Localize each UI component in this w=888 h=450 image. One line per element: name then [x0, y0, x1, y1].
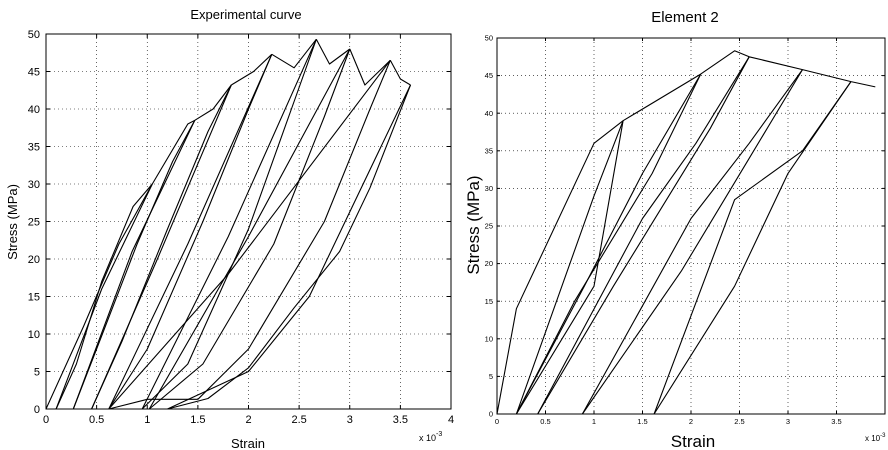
y-tick-label: 5 — [489, 372, 493, 381]
stress-strain-segment-18 — [148, 48, 351, 410]
y-tick-label: 25 — [28, 216, 40, 228]
x-axis-label: Strain — [231, 436, 265, 450]
x-axis-label: Strain — [671, 432, 715, 450]
y-tick-label: 20 — [485, 259, 493, 268]
y-tick-label: 50 — [485, 34, 493, 43]
y-tick-label: 30 — [28, 179, 40, 191]
y-tick-label: 25 — [485, 222, 493, 231]
y-tick-label: 35 — [485, 146, 493, 155]
stress-strain-segment-5 — [515, 73, 702, 415]
y-tick-label: 15 — [485, 297, 493, 306]
stress-strain-segment-11 — [653, 81, 852, 415]
x-tick-label: 1 — [144, 414, 150, 426]
stress-strain-segment-6 — [72, 120, 196, 410]
stress-strain-segment-10 — [231, 53, 273, 86]
x-tick-label: 3 — [786, 417, 790, 426]
y-axis-label: Stress (MPa) — [5, 184, 20, 260]
y-tick-label: 50 — [28, 29, 40, 41]
stress-strain-segment-1 — [45, 183, 153, 410]
stress-strain-segment-11 — [108, 54, 273, 410]
y-tick-label: 0 — [34, 404, 40, 416]
y-axis-label: Stress (MPa) — [464, 175, 483, 274]
x-axis-multiplier: x 10-3 — [865, 433, 886, 443]
stress-strain-segment-13 — [271, 38, 317, 69]
x-tick-label: 3.5 — [393, 414, 408, 426]
chart-element-2: Element 2 Strain Stress (MPa) x 10-3 0 0.… — [464, 9, 886, 450]
stress-strain-segment-5 — [72, 120, 196, 410]
x-tick-label: 1 — [592, 417, 596, 426]
stress-strain-segment-9 — [91, 84, 232, 410]
stress-strain-segment-17 — [148, 48, 351, 410]
x-tick-label: 2 — [689, 417, 693, 426]
stress-strain-segment-25 — [167, 84, 411, 410]
x-tick-label: 2 — [245, 414, 251, 426]
stress-strain-segment-14 — [141, 39, 317, 410]
stress-strain-segment-23 — [389, 60, 411, 86]
stress-strain-segment-15 — [141, 39, 317, 410]
stress-strain-segment-16 — [315, 39, 351, 65]
x-tick-label: 0 — [495, 417, 499, 426]
stress-strain-segment-20 — [197, 60, 391, 400]
stress-strain-segment-8 — [581, 69, 803, 415]
y-tick-label: 35 — [28, 141, 40, 153]
stress-strain-segment-2 — [515, 120, 624, 415]
x-tick-label: 1.5 — [190, 414, 205, 426]
x-tick-label: 2.5 — [734, 417, 744, 426]
stress-strain-segment-21 — [108, 398, 198, 410]
y-tick-label: 20 — [28, 254, 40, 266]
x-tick-label: 4 — [448, 414, 454, 426]
y-tick-label: 45 — [28, 66, 40, 78]
x-tick-label: 3 — [347, 414, 353, 426]
chart-experimental-curve: Experimental curve Strain Stress (MPa) x… — [5, 7, 454, 450]
y-tick-label: 10 — [28, 329, 40, 341]
x-tick-label: 0 — [43, 414, 49, 426]
stress-strain-segment-4 — [151, 119, 196, 185]
y-tick-label: 40 — [485, 109, 493, 118]
x-tick-label: 0.5 — [89, 414, 104, 426]
stress-strain-segment-19 — [349, 48, 391, 86]
stress-strain-segment-24 — [167, 84, 412, 410]
y-tick-label: 30 — [485, 184, 493, 193]
stress-strain-segment-3 — [515, 120, 624, 415]
y-tick-label: 5 — [34, 366, 40, 378]
stress-strain-segment-3 — [55, 183, 153, 410]
y-tick-label: 15 — [28, 291, 40, 303]
y-tick-label: 10 — [485, 334, 493, 343]
y-tick-label: 0 — [489, 410, 493, 419]
stress-strain-segment-9 — [581, 69, 803, 415]
chart-title: Experimental curve — [190, 7, 301, 22]
x-tick-label: 1.5 — [637, 417, 647, 426]
chart-title: Element 2 — [651, 9, 719, 26]
stress-strain-segment-7 — [194, 84, 232, 121]
stress-strain-segment-4 — [515, 73, 702, 415]
x-tick-label: 3.5 — [831, 417, 841, 426]
y-tick-label: 40 — [28, 104, 40, 116]
y-tick-label: 45 — [485, 71, 493, 80]
stress-strain-segment-2 — [55, 183, 153, 410]
stress-strain-segment-1 — [496, 50, 876, 415]
stress-strain-segment-7 — [537, 56, 750, 415]
stress-strain-segment-12 — [108, 54, 273, 410]
stress-strain-segment-6 — [537, 56, 750, 415]
x-axis-multiplier: x 10-3 — [419, 431, 442, 443]
x-tick-label: 0.5 — [540, 417, 550, 426]
x-tick-label: 2.5 — [291, 414, 306, 426]
stress-strain-segment-22 — [108, 59, 391, 410]
